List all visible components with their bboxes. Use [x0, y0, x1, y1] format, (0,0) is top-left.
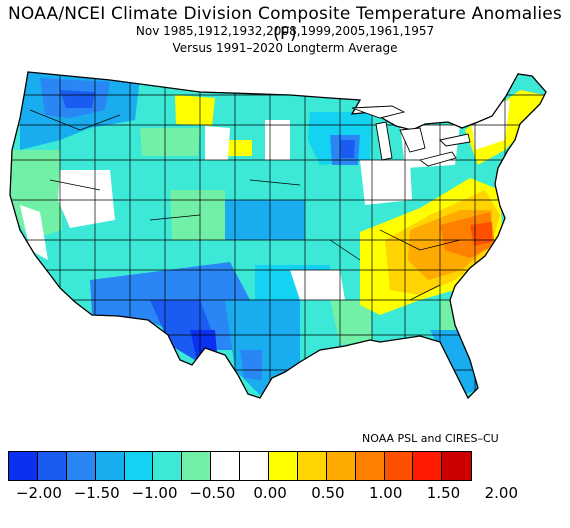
legend-swatch — [326, 452, 356, 480]
anomaly-region-central-valley — [20, 205, 48, 260]
anomaly-region-ohio-valley — [360, 160, 412, 205]
legend-swatch — [240, 452, 270, 480]
anomaly-region-eastern-montana — [175, 95, 215, 126]
anomaly-region-eastern-dakota — [265, 120, 290, 160]
legend-swatch — [355, 452, 385, 480]
anomaly-region-kansas — [225, 200, 305, 240]
us-climate-division-map — [9, 71, 547, 400]
anomaly-region-arkansas — [290, 270, 345, 300]
baseline-period: Versus 1991–2020 Longterm Average — [172, 41, 398, 55]
legend-swatch — [9, 452, 38, 480]
anomaly-region-wyoming — [140, 128, 200, 156]
legend-tick-label: 0.50 — [311, 484, 345, 502]
legend-swatch — [413, 452, 443, 480]
anomaly-region-south-texas — [240, 350, 262, 380]
legend-swatch — [297, 452, 327, 480]
great-lakes — [351, 105, 471, 167]
legend-swatch — [211, 452, 241, 480]
anomaly-region-western-wisconsin — [340, 140, 355, 158]
legend-swatch — [384, 452, 414, 480]
division-boundaries — [10, 72, 546, 398]
legend-swatch — [182, 452, 212, 480]
data-credit: NOAA PSL and CIRES–CU — [362, 432, 499, 445]
legend-swatch — [95, 452, 125, 480]
anomaly-region-cascades — [60, 90, 95, 108]
legend-tick-label: −1.00 — [131, 484, 178, 502]
legend-tick-label: 1.00 — [368, 484, 403, 502]
color-legend-bar — [8, 451, 473, 481]
legend-tick-label: −2.00 — [15, 484, 62, 502]
anomaly-region-lower-mississippi — [330, 300, 372, 345]
legend-swatch — [66, 452, 96, 480]
anomaly-region-central-texas — [225, 300, 300, 395]
legend-tick-label: 0.00 — [253, 484, 287, 502]
composite-years: Nov 1985,1912,1932,2008,1999,2005,1961,1… — [135, 24, 435, 38]
map-title: NOAA/NCEI Climate Division Composite Tem… — [8, 4, 562, 44]
legend-swatch — [269, 452, 298, 480]
anomaly-region-south-dakota — [228, 140, 252, 156]
legend-swatch — [153, 452, 183, 480]
legend-tick-label: 1.50 — [426, 484, 461, 502]
legend-swatch — [442, 452, 472, 480]
legend-tick-label: 2.00 — [484, 484, 518, 502]
legend-tick-label: −0.50 — [189, 484, 236, 502]
us-outline — [9, 71, 547, 400]
anomaly-region-northern-plains — [205, 126, 230, 160]
legend-swatch — [37, 452, 67, 480]
legend-tick-label: −1.50 — [73, 484, 120, 502]
legend-swatch — [124, 452, 154, 480]
anomaly-region-great-basin — [58, 170, 115, 228]
